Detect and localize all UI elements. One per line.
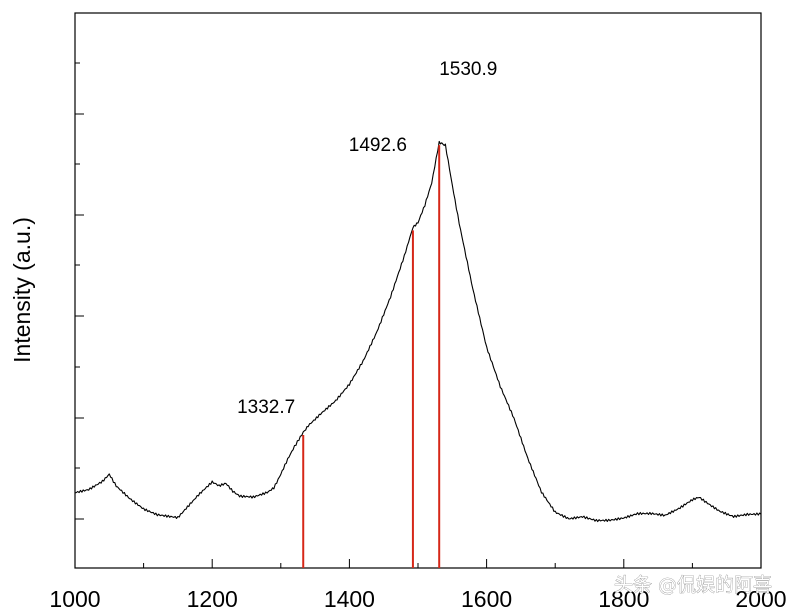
peak-label: 1332.7 [237, 397, 295, 418]
x-tick-label: 1600 [461, 586, 512, 612]
x-tick-label: 1200 [187, 586, 238, 612]
x-axis-ticks [74, 559, 762, 568]
peak-markers: 1332.7 1492.6 1530.9 [237, 59, 497, 568]
x-tick-label: 1000 [49, 586, 100, 612]
plot-frame [74, 12, 762, 569]
y-axis-title: Intensity (a.u.) [9, 217, 35, 363]
x-axis-tick-labels: 1000 1200 1400 1600 1800 2000 [49, 586, 786, 612]
x-tick-label: 2000 [735, 586, 786, 612]
watermark: 头条 @侃娱的阿喜 [614, 574, 772, 596]
peak-label: 1530.9 [439, 59, 497, 80]
peak-label: 1492.6 [349, 135, 407, 156]
spectrum-line [74, 140, 762, 523]
y-axis-ticks [75, 62, 84, 520]
x-tick-label: 1400 [324, 586, 375, 612]
x-tick-label: 1800 [598, 586, 649, 612]
